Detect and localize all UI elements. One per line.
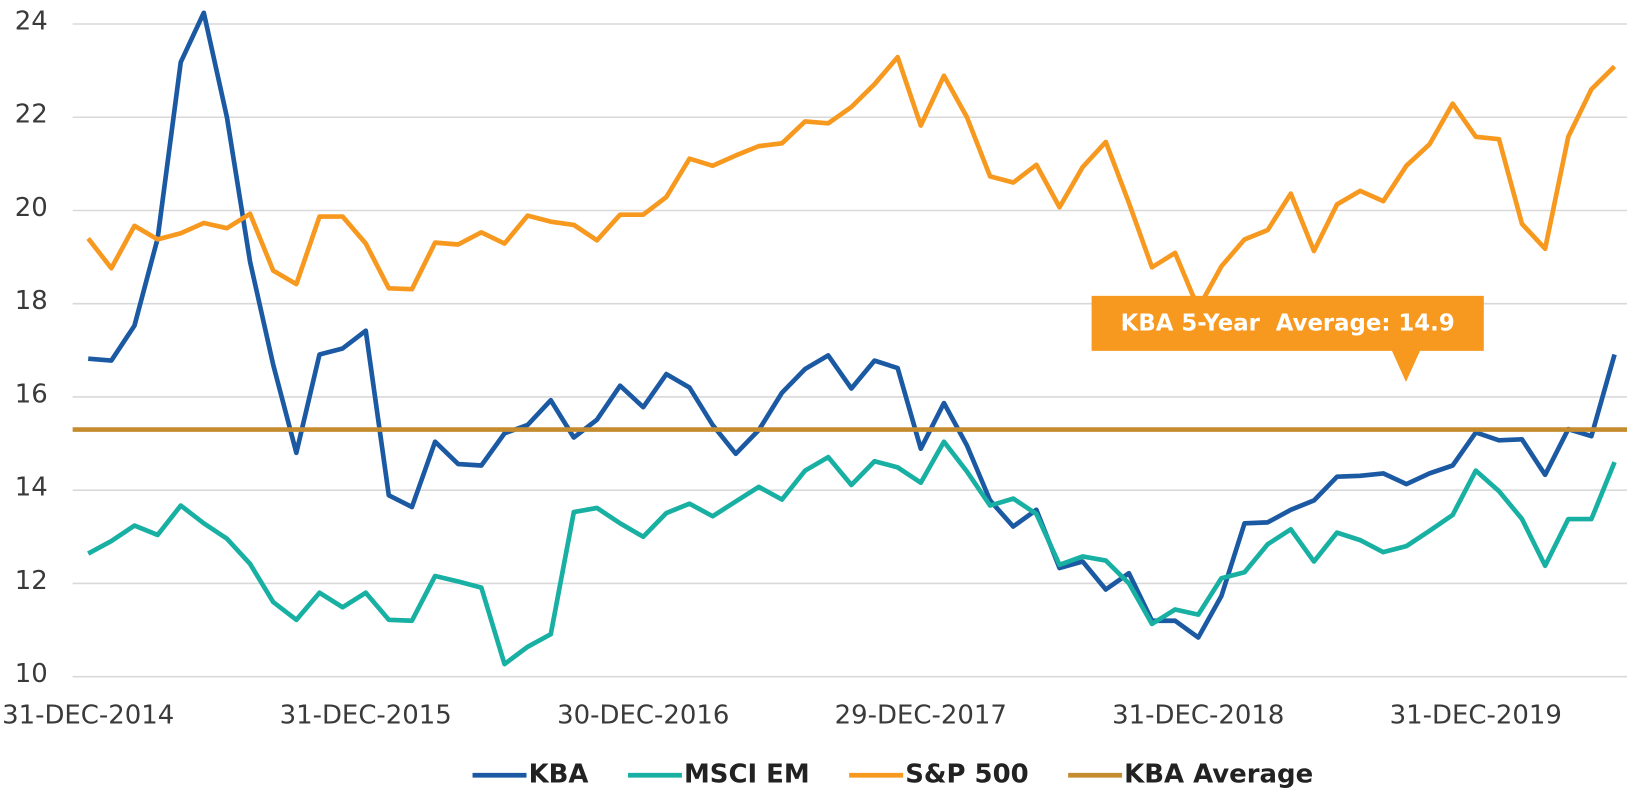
y-tick-label: 20	[15, 193, 48, 223]
series-line	[88, 10, 1617, 640]
y-tick-label: 10	[15, 659, 48, 689]
annotation-text: KBA 5-Year Average: 14.9	[1121, 310, 1455, 336]
y-tick-label: 14	[15, 473, 48, 503]
legend-label: S&P 500	[905, 760, 1028, 790]
y-tick-label: 12	[15, 566, 48, 596]
x-tick-label: 31-DEC-2015	[280, 701, 452, 731]
x-tick-label: 31-DEC-2014	[2, 701, 174, 731]
x-tick-label: 31-DEC-2018	[1112, 701, 1284, 731]
annotation-box	[1091, 295, 1484, 351]
legend-label: KBA Average	[1124, 760, 1313, 790]
x-tick-label: 30-DEC-2016	[557, 701, 729, 731]
y-tick-label: 22	[15, 100, 48, 130]
legend: KBA MSCI EM S&P 500 KBA Average	[472, 760, 1313, 790]
x-tick-label: 29-DEC-2017	[835, 701, 1007, 731]
series-line	[86, 54, 1617, 311]
annotation: KBA 5-Year Average: 14.9	[1091, 295, 1484, 382]
series-line	[87, 439, 1617, 667]
y-tick-label: 24	[15, 6, 48, 36]
x-tick-label: 31-DEC-2019	[1390, 701, 1562, 731]
y-tick-label: 16	[15, 379, 48, 409]
y-tick-label: 18	[15, 286, 48, 316]
legend-label: MSCI EM	[684, 760, 810, 790]
annotation-pointer	[1391, 349, 1421, 382]
legend-label: KBA	[529, 760, 589, 790]
